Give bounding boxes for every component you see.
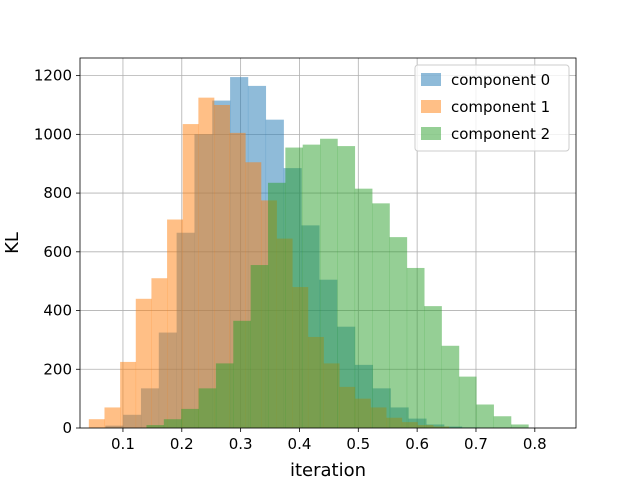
histogram-bar bbox=[135, 298, 152, 428]
histogram-bar bbox=[151, 278, 168, 428]
legend-frame bbox=[414, 64, 570, 152]
histogram-bar bbox=[146, 425, 165, 428]
plot-frame bbox=[79, 57, 577, 429]
histogram-bar bbox=[198, 97, 215, 429]
x-tick-label: 0.1 bbox=[111, 435, 135, 453]
histogram-bar bbox=[285, 147, 303, 429]
x-tick-label: 0.5 bbox=[346, 435, 370, 453]
histogram-bar bbox=[267, 182, 286, 428]
legend-swatch bbox=[421, 127, 441, 140]
x-axis-label: iteration bbox=[290, 460, 366, 480]
histogram-bar bbox=[424, 306, 442, 428]
y-tick-label: 800 bbox=[43, 184, 72, 202]
histogram-bar bbox=[476, 404, 494, 428]
histogram-bar bbox=[354, 188, 373, 428]
histogram-bars bbox=[88, 77, 529, 429]
histogram-bar bbox=[337, 146, 356, 428]
histogram-bar bbox=[198, 388, 217, 428]
histogram-bar bbox=[458, 376, 477, 428]
histogram-bar bbox=[120, 361, 137, 428]
histogram-bar bbox=[406, 267, 425, 428]
histogram-bar bbox=[233, 320, 251, 428]
histogram-bar bbox=[441, 345, 460, 428]
histogram-bar bbox=[88, 419, 105, 428]
legend-swatch bbox=[421, 73, 441, 86]
x-tick-label: 0.4 bbox=[288, 435, 312, 453]
x-tick-label: 0.2 bbox=[170, 435, 194, 453]
legend-entry-label: component 0 bbox=[451, 71, 550, 89]
axis-ticks: 0.1 0.2 0.3 0.4 0.5 0.6 0.7 0.8 0 200 400 600 800 100… bbox=[34, 67, 547, 453]
histogram-bar bbox=[320, 138, 338, 428]
x-tick-label: 0.7 bbox=[464, 435, 488, 453]
histogram-bar bbox=[510, 424, 529, 428]
histogram-bar bbox=[302, 144, 321, 428]
histogram-bar bbox=[493, 416, 512, 428]
x-tick-label: 0.3 bbox=[229, 435, 253, 453]
legend-entry-label: component 1 bbox=[451, 98, 550, 116]
legend-entry-label: component 2 bbox=[451, 125, 550, 143]
x-tick-label: 0.8 bbox=[523, 435, 547, 453]
histogram-bar bbox=[104, 407, 121, 428]
y-tick-label: 600 bbox=[43, 243, 72, 261]
y-tick-label: 1000 bbox=[34, 125, 72, 143]
histogram-bar bbox=[389, 237, 408, 428]
histogram-bar bbox=[181, 408, 199, 428]
y-tick-label: 1200 bbox=[34, 67, 72, 85]
histogram-bar bbox=[167, 219, 184, 428]
histogram-bar bbox=[250, 265, 269, 428]
legend-swatch bbox=[421, 100, 441, 113]
y-tick-label: 400 bbox=[43, 302, 72, 320]
legend: component 0 component 1 component 2 bbox=[414, 64, 570, 152]
histogram-bar bbox=[182, 124, 199, 429]
histogram-bar bbox=[214, 104, 230, 428]
histogram-bar bbox=[163, 419, 182, 428]
histogram-bar bbox=[215, 363, 234, 428]
y-tick-label: 200 bbox=[43, 360, 72, 378]
x-tick-label: 0.6 bbox=[405, 435, 429, 453]
y-axis-label: KL bbox=[2, 232, 23, 254]
y-tick-label: 0 bbox=[62, 419, 72, 437]
series-2-bars bbox=[146, 138, 529, 429]
histogram-bar bbox=[372, 203, 390, 428]
